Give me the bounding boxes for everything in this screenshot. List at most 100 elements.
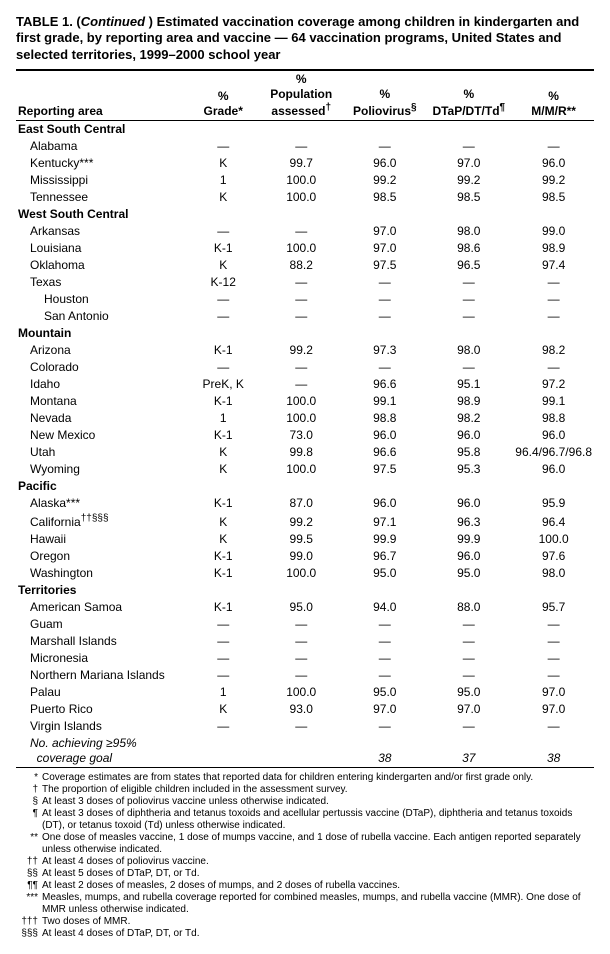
area-cell: Houston [16, 291, 189, 308]
polio-cell: 99.2 [345, 172, 424, 189]
pop-cell: — [257, 223, 345, 240]
area-cell: Mississippi [16, 172, 189, 189]
mmr-cell: 97.0 [513, 701, 594, 718]
polio-cell: — [345, 650, 424, 667]
polio-cell: 98.5 [345, 189, 424, 206]
dtap-cell: 98.2 [424, 410, 513, 427]
table-row: ArizonaK-199.297.398.098.2 [16, 342, 594, 359]
pop-cell: 100.0 [257, 393, 345, 410]
area-cell: Northern Mariana Islands [16, 667, 189, 684]
region-header: East South Central [16, 121, 189, 138]
pop-cell: 100.0 [257, 461, 345, 478]
polio-cell: 97.5 [345, 461, 424, 478]
region-header: Mountain [16, 325, 189, 342]
mmr-cell: 98.9 [513, 240, 594, 257]
pop-cell: 100.0 [257, 684, 345, 701]
mmr-cell: 96.4/96.7/96.8 [513, 444, 594, 461]
grade-cell: — [189, 291, 257, 308]
pop-cell: 88.2 [257, 257, 345, 274]
grade-cell: K-1 [189, 427, 257, 444]
table-row: MontanaK-1100.099.198.999.1 [16, 393, 594, 410]
area-cell: California††§§§ [16, 512, 189, 531]
table-row: WashingtonK-1100.095.095.098.0 [16, 565, 594, 582]
polio-cell: 97.5 [345, 257, 424, 274]
table-row: Colorado————— [16, 359, 594, 376]
table-row: WyomingK100.097.595.396.0 [16, 461, 594, 478]
grade-cell: — [189, 616, 257, 633]
pop-cell: 99.2 [257, 342, 345, 359]
area-cell: Colorado [16, 359, 189, 376]
table-row: Northern Mariana Islands————— [16, 667, 594, 684]
area-cell: Louisiana [16, 240, 189, 257]
mmr-cell: 99.0 [513, 223, 594, 240]
mmr-cell: 95.9 [513, 495, 594, 512]
mmr-cell: 98.5 [513, 189, 594, 206]
dtap-cell: 97.0 [424, 155, 513, 172]
footnote: *Coverage estimates are from states that… [16, 772, 594, 784]
table-row: UtahK99.896.695.896.4/96.7/96.8 [16, 444, 594, 461]
grade-cell: K-1 [189, 393, 257, 410]
table-row: Houston————— [16, 291, 594, 308]
polio-cell: 95.0 [345, 565, 424, 582]
footnotes: *Coverage estimates are from states that… [16, 772, 594, 940]
footnote: ††At least 4 doses of poliovirus vaccine… [16, 856, 594, 868]
pop-cell: 99.0 [257, 548, 345, 565]
area-cell: Washington [16, 565, 189, 582]
area-cell: Utah [16, 444, 189, 461]
grade-cell: K-1 [189, 342, 257, 359]
polio-cell: — [345, 291, 424, 308]
grade-cell: — [189, 650, 257, 667]
summary-dtap: 37 [424, 735, 513, 768]
polio-cell: — [345, 274, 424, 291]
grade-cell: K [189, 444, 257, 461]
grade-cell: 1 [189, 172, 257, 189]
pop-cell: 100.0 [257, 565, 345, 582]
area-cell: American Samoa [16, 599, 189, 616]
grade-cell: K [189, 461, 257, 478]
pop-cell: 100.0 [257, 172, 345, 189]
dtap-cell: — [424, 359, 513, 376]
polio-cell: — [345, 616, 424, 633]
grade-cell: K [189, 155, 257, 172]
dtap-cell: 96.0 [424, 427, 513, 444]
mmr-cell: 99.1 [513, 393, 594, 410]
grade-cell: — [189, 359, 257, 376]
area-cell: New Mexico [16, 427, 189, 444]
pop-cell: 99.7 [257, 155, 345, 172]
area-cell: Tennessee [16, 189, 189, 206]
pop-cell: — [257, 138, 345, 155]
dtap-cell: 96.3 [424, 512, 513, 531]
table-row: Mississippi1100.099.299.299.2 [16, 172, 594, 189]
mmr-cell: 97.0 [513, 684, 594, 701]
pop-cell: — [257, 359, 345, 376]
dtap-cell: 99.9 [424, 531, 513, 548]
mmr-cell: — [513, 359, 594, 376]
area-cell: Nevada [16, 410, 189, 427]
dtap-cell: 98.9 [424, 393, 513, 410]
mmr-cell: 100.0 [513, 531, 594, 548]
table-row: Micronesia————— [16, 650, 594, 667]
pop-cell: — [257, 291, 345, 308]
dtap-cell: 98.0 [424, 342, 513, 359]
footnote: †The proportion of eligible children inc… [16, 784, 594, 796]
polio-cell: — [345, 667, 424, 684]
region-header: Pacific [16, 478, 189, 495]
table-row: TennesseeK100.098.598.598.5 [16, 189, 594, 206]
grade-cell: 1 [189, 684, 257, 701]
mmr-cell: 96.0 [513, 155, 594, 172]
grade-cell: K-1 [189, 495, 257, 512]
table-row: IdahoPreK, K—96.695.197.2 [16, 376, 594, 393]
table-row: American SamoaK-195.094.088.095.7 [16, 599, 594, 616]
area-cell: Guam [16, 616, 189, 633]
dtap-cell: — [424, 650, 513, 667]
area-cell: San Antonio [16, 308, 189, 325]
dtap-cell: 97.0 [424, 701, 513, 718]
polio-cell: 97.3 [345, 342, 424, 359]
dtap-cell: — [424, 291, 513, 308]
area-cell: Alabama [16, 138, 189, 155]
area-cell: Arkansas [16, 223, 189, 240]
summary-mmr: 38 [513, 735, 594, 768]
mmr-cell: 98.8 [513, 410, 594, 427]
footnote: §§§At least 4 doses of DTaP, DT, or Td. [16, 928, 594, 940]
polio-cell: 96.0 [345, 495, 424, 512]
